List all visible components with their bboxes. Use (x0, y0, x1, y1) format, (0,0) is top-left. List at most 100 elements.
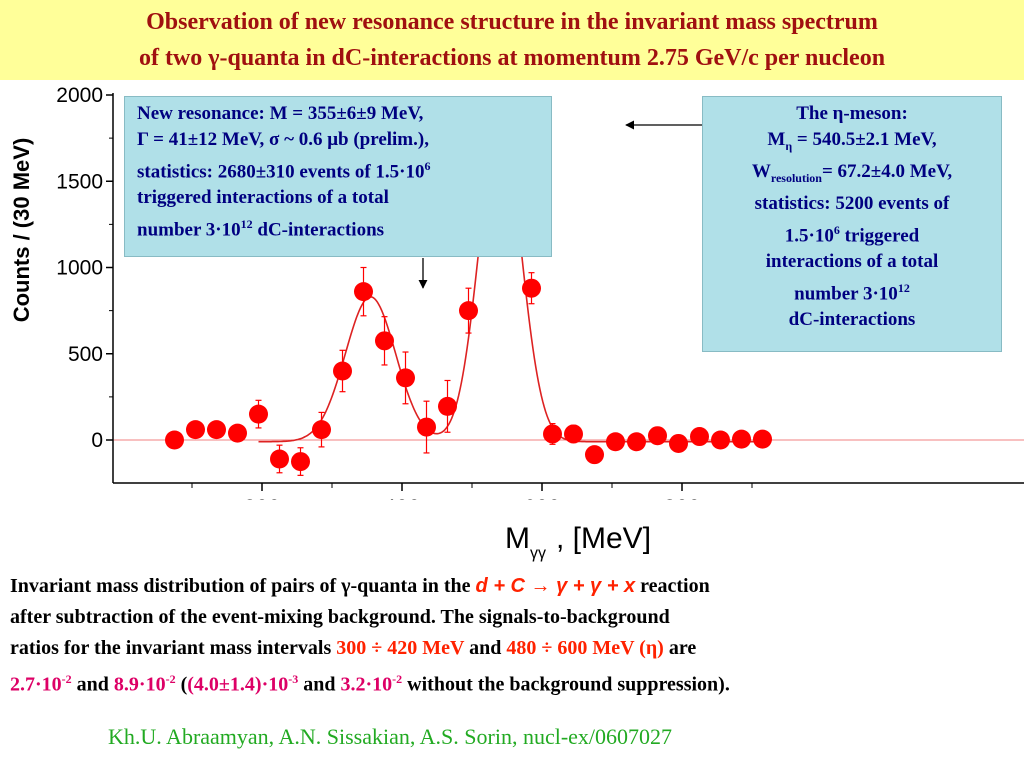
caption-and-2: and (71, 673, 114, 696)
x-axis-label-main: M (505, 522, 530, 555)
data-point-marker (396, 368, 415, 388)
data-point-marker (438, 396, 457, 416)
x-tick-label: 200 (244, 495, 281, 500)
annotation-right-line7-sup: 12 (897, 280, 910, 295)
y-axis-label: Counts / (30 MeV) (9, 137, 34, 323)
x-tick-label: 400 (384, 495, 421, 500)
figure-caption: Invariant mass distribution of pairs of … (10, 571, 1020, 701)
annotation-left-line4: triggered interactions of a total (137, 187, 389, 209)
data-point (207, 420, 226, 440)
data-point-marker (249, 404, 268, 424)
x-axis-label-unit: , [MeV] (556, 522, 652, 555)
data-point (459, 287, 478, 334)
caption-interval-2: 480 ÷ 600 MeV (η) (506, 637, 664, 659)
data-point-marker (648, 426, 667, 446)
invariant-mass-chart: 0 500 1000 1500 2000 200 400 600 800 (56, 84, 1024, 500)
caption-interval-1: 300 ÷ 420 MeV (336, 637, 465, 659)
annotation-right-line7: number 3·10 (794, 283, 898, 305)
data-point-marker (585, 445, 604, 465)
x-axis-label-sub: γγ (530, 545, 546, 562)
caption-text-2: reaction (635, 575, 710, 597)
data-point-marker (375, 331, 394, 351)
annotation-left-line1: New resonance: M = 355±6±9 MeV, (137, 103, 424, 124)
annotation-right-line4: statistics: 5200 events of (754, 192, 950, 214)
data-point-marker (669, 433, 688, 453)
data-point (438, 379, 457, 433)
data-point-marker (753, 429, 772, 449)
data-point (417, 400, 436, 454)
caption-and-3: and (298, 673, 341, 696)
annotation-right-line2: M (767, 129, 786, 150)
annotation-right-line2-sub: η (785, 138, 793, 153)
data-point (543, 423, 562, 445)
annotation-right-line3-sub: resolution (770, 170, 822, 185)
data-points-layer (165, 129, 772, 476)
data-point (270, 444, 289, 474)
data-point-marker (291, 452, 310, 472)
data-point (312, 411, 331, 448)
annotation-right-line5-sup: 6 (833, 222, 840, 237)
caption-ratio-2-exp: -2 (165, 672, 176, 686)
annotation-right-line2-tail: = 540.5±2.1 MeV, (792, 129, 937, 150)
caption-line-2: after subtraction of the event-mixing ba… (10, 606, 670, 628)
caption-are: are (663, 637, 697, 659)
annotation-right-line5-tail: triggered (839, 224, 920, 246)
caption-and-1: and (464, 637, 507, 659)
data-point-marker (333, 361, 352, 381)
data-point (333, 349, 352, 393)
data-point (249, 399, 268, 429)
caption-paren-open: ( (175, 673, 188, 696)
data-point-marker (732, 429, 751, 449)
data-point-marker (522, 278, 541, 298)
caption-ratio-4-exp: -2 (392, 672, 403, 686)
title-line-2: of two γ-quanta in dC-interactions at mo… (138, 45, 886, 71)
caption-text-1: Invariant mass distribution of pairs of … (10, 575, 476, 597)
data-point-marker (627, 432, 646, 452)
annotation-right-line6: interactions of a total (765, 250, 939, 272)
caption-tail: without the background suppression). (402, 673, 730, 696)
data-point (522, 272, 541, 305)
data-point-marker (711, 430, 730, 450)
data-point-marker (270, 449, 289, 469)
data-point (669, 433, 688, 453)
caption-ratio-3: (4.0±1.4)·10 (187, 673, 289, 696)
data-point (627, 432, 646, 452)
data-point-marker (207, 420, 226, 440)
data-point-marker (186, 420, 205, 440)
annotation-left-line3: statistics: 2680±310 events of 1.5·10 (137, 161, 425, 183)
caption-ratio-2: 8.9·10 (113, 673, 166, 696)
title-line-1: Observation of new resonance structure i… (146, 9, 878, 35)
y-tick-label: 500 (68, 343, 103, 366)
x-tick-label: 800 (664, 495, 701, 500)
caption-ratio-1-exp: -2 (61, 672, 72, 686)
caption-ratio-1: 2.7·10 (10, 673, 62, 696)
new-resonance-annotation: New resonance: M = 355±6±9 MeV, Γ = 41±1… (124, 96, 552, 257)
data-point (291, 447, 310, 476)
citation: Kh.U. Abraamyan, A.N. Sissakian, A.S. So… (108, 724, 673, 749)
data-point (690, 427, 709, 447)
y-tick-label: 1500 (56, 170, 103, 193)
annotation-right-line1: The η-meson: (796, 103, 908, 124)
data-point (354, 266, 373, 317)
data-point-marker (606, 432, 625, 452)
annotation-left-line3-sup: 6 (424, 159, 431, 173)
data-point (564, 424, 583, 444)
eta-meson-annotation: The η-meson: Mη = 540.5±2.1 MeV, Wresolu… (702, 96, 1002, 352)
data-point-marker (228, 423, 247, 443)
annotation-right-line3-tail: = 67.2±4.0 MeV, (821, 160, 953, 182)
y-tick-label: 0 (91, 429, 103, 452)
chart-axes: 0 500 1000 1500 2000 200 400 600 800 (56, 84, 1024, 500)
data-point (606, 432, 625, 452)
data-point-marker (543, 424, 562, 444)
annotation-arrows (418, 120, 702, 289)
data-point (228, 423, 247, 443)
data-point-marker (459, 301, 478, 321)
data-point (648, 426, 667, 446)
data-point (711, 430, 730, 450)
annotation-left-line2: Γ = 41±12 MeV, σ ~ 0.6 μb (prelim.), (137, 129, 429, 150)
annotation-right-line3: W (751, 160, 771, 182)
annotation-left-line5: number 3·10 (137, 219, 241, 241)
x-axis-label: Mγγ , [MeV] (505, 522, 652, 562)
data-point (753, 429, 772, 449)
annotation-left-line5-sup: 12 (240, 217, 253, 232)
